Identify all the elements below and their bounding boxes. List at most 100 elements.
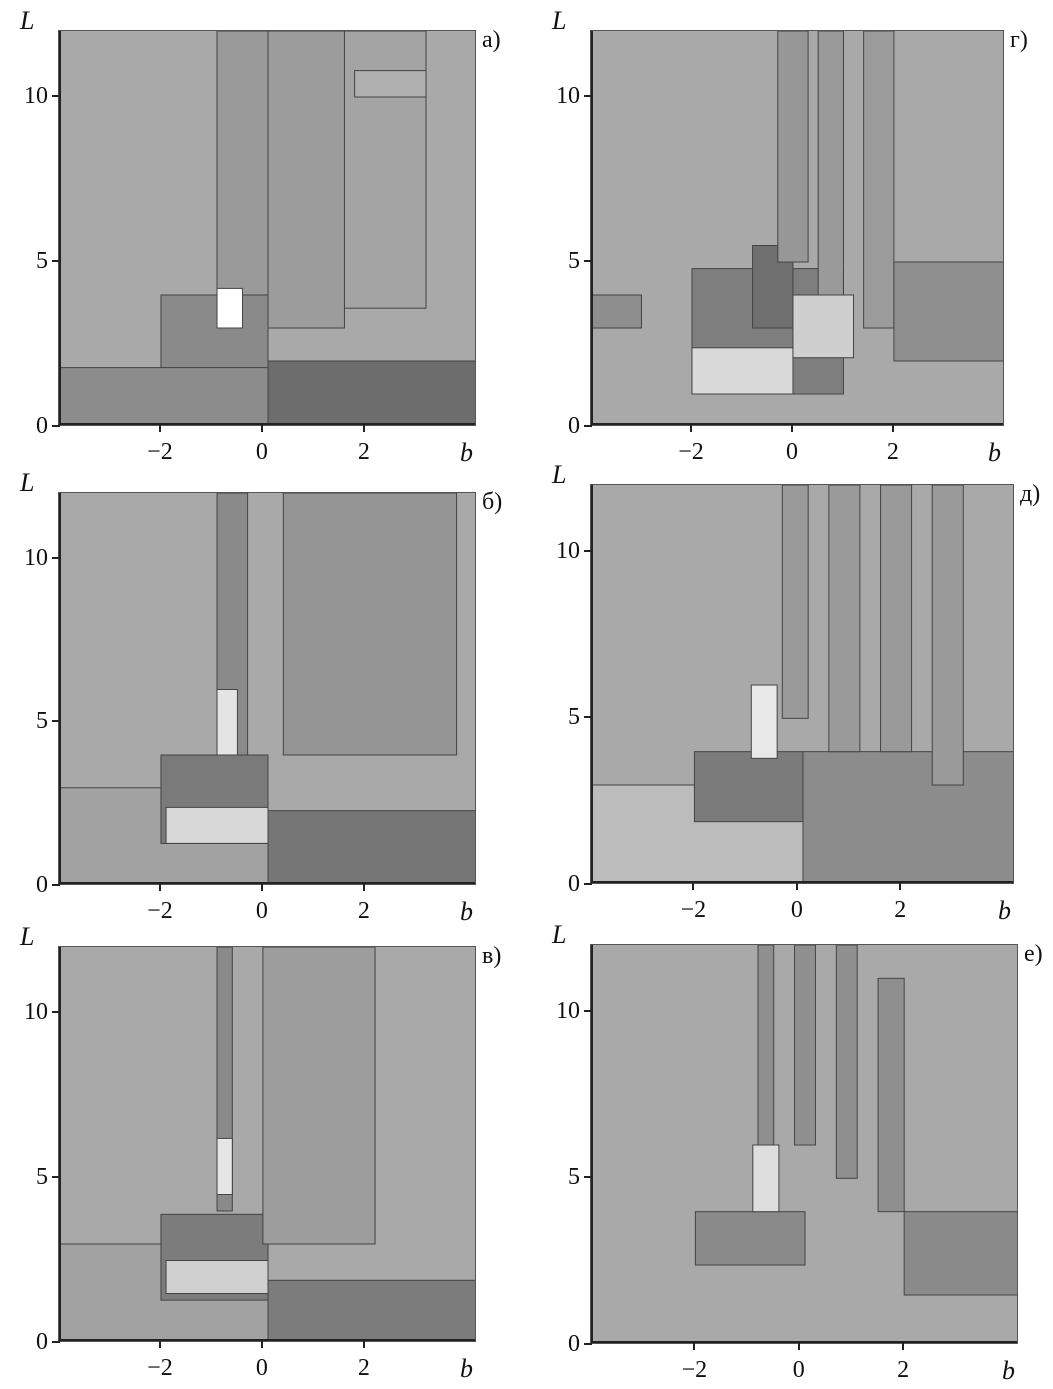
- x-tick-mark: [362, 1340, 365, 1348]
- heatmap-region: [59, 367, 269, 425]
- x-axis-label: b: [998, 896, 1011, 925]
- y-tick-label: 5: [36, 248, 48, 274]
- panel-label: б): [482, 489, 503, 515]
- heatmap-region: [931, 485, 964, 786]
- x-tick-mark: [260, 883, 263, 891]
- panel-label: г): [1010, 27, 1028, 53]
- y-tick-label: 10: [556, 997, 580, 1024]
- x-tick-label: −2: [147, 898, 173, 924]
- y-tick-label: 0: [568, 413, 580, 439]
- x-tick-mark: [902, 1342, 905, 1350]
- x-tick-label: −2: [147, 439, 173, 465]
- y-tick-label: 10: [556, 83, 580, 109]
- heatmap-region: [693, 751, 804, 823]
- y-tick-label: 5: [36, 1164, 48, 1190]
- heatmap-region: [267, 810, 475, 884]
- x-tick-label: −2: [681, 1357, 708, 1383]
- y-tick-mark: [52, 260, 60, 262]
- x-axis-label: b: [1002, 1356, 1015, 1385]
- x-tick-label: 2: [886, 439, 899, 465]
- heatmap-region: [757, 945, 775, 1146]
- x-tick-mark: [158, 883, 161, 891]
- heatmap-svg: [591, 485, 1013, 883]
- x-tick-mark: [260, 1340, 263, 1348]
- y-tick-label: 10: [24, 999, 48, 1025]
- y-tick-mark: [584, 425, 592, 427]
- heatmap-svg: [59, 31, 475, 425]
- y-tick-label: 5: [568, 248, 580, 274]
- x-axis-line: [59, 882, 475, 884]
- heatmap-region: [828, 485, 861, 753]
- x-tick-label: 0: [255, 439, 268, 465]
- y-tick-label: 0: [568, 1331, 580, 1357]
- panel-label: е): [1024, 941, 1043, 967]
- heatmap-region: [354, 70, 427, 98]
- y-axis-label: L: [552, 460, 567, 489]
- y-axis-label: L: [552, 920, 567, 949]
- heatmap-region: [591, 294, 642, 329]
- y-tick-label: 5: [568, 1164, 580, 1191]
- x-axis-line: [591, 1341, 1017, 1343]
- panel-label: а): [482, 27, 501, 53]
- x-axis-line: [59, 1339, 475, 1341]
- x-axis-label: b: [460, 897, 473, 926]
- heatmap-svg: [591, 31, 1003, 395]
- x-tick-label: 0: [792, 1357, 805, 1383]
- heatmap-region: [777, 31, 809, 263]
- heatmap-region: [817, 31, 844, 296]
- y-tick-mark: [52, 556, 60, 559]
- y-axis-line: [59, 947, 61, 1341]
- y-axis-line: [59, 31, 61, 425]
- y-tick-mark: [52, 1341, 60, 1343]
- x-tick-mark: [693, 1342, 696, 1350]
- heatmap-region: [750, 684, 778, 759]
- heatmap-svg: [59, 493, 475, 884]
- heatmap-region: [216, 689, 238, 756]
- x-axis-label: b: [460, 438, 473, 467]
- x-tick-mark: [689, 424, 692, 432]
- y-tick-label: 5: [568, 704, 580, 731]
- y-axis-line: [591, 945, 593, 1343]
- heatmap-region: [267, 1279, 475, 1341]
- x-axis-line: [591, 881, 1013, 883]
- heatmap-region: [216, 31, 269, 296]
- heatmap-region: [877, 977, 905, 1213]
- x-axis-line: [591, 423, 1003, 425]
- x-tick-mark: [797, 1342, 800, 1350]
- x-tick-mark: [362, 424, 365, 432]
- y-tick-mark: [584, 260, 592, 262]
- heatmap-svg: [694, 945, 1017, 1296]
- heatmap-region: [794, 945, 816, 1146]
- heatmap-region: [802, 751, 1013, 883]
- heatmap-region: [216, 287, 244, 329]
- x-axis-line: [59, 423, 475, 425]
- heatmap-region: [781, 485, 809, 719]
- heatmap-region: [694, 1211, 806, 1266]
- x-tick-label: 0: [255, 1355, 268, 1381]
- x-tick-mark: [790, 424, 793, 432]
- x-tick-label: −2: [147, 1355, 173, 1381]
- plot-area: [590, 30, 1004, 426]
- heatmap-region: [262, 947, 376, 1245]
- x-tick-mark: [891, 424, 894, 432]
- x-tick-label: 2: [357, 1355, 370, 1381]
- x-tick-mark: [692, 882, 695, 890]
- y-tick-label: 10: [24, 83, 48, 109]
- plot-area: [58, 946, 476, 1342]
- y-tick-mark: [584, 1176, 592, 1179]
- y-tick-mark: [52, 720, 60, 723]
- heatmap-region: [903, 1211, 1017, 1296]
- y-tick-label: 10: [556, 537, 580, 564]
- x-tick-label: 0: [255, 898, 268, 924]
- y-axis-label: L: [20, 6, 35, 35]
- y-tick-label: 0: [36, 413, 48, 439]
- heatmap-region: [267, 31, 345, 329]
- heatmap-region: [792, 294, 855, 359]
- heatmap-region: [752, 1144, 780, 1213]
- x-tick-label: −2: [680, 897, 707, 923]
- y-tick-mark: [52, 884, 60, 886]
- x-tick-mark: [158, 424, 161, 432]
- x-tick-label: 2: [357, 898, 370, 924]
- x-tick-label: 2: [897, 1357, 910, 1383]
- y-axis-label: L: [20, 922, 35, 951]
